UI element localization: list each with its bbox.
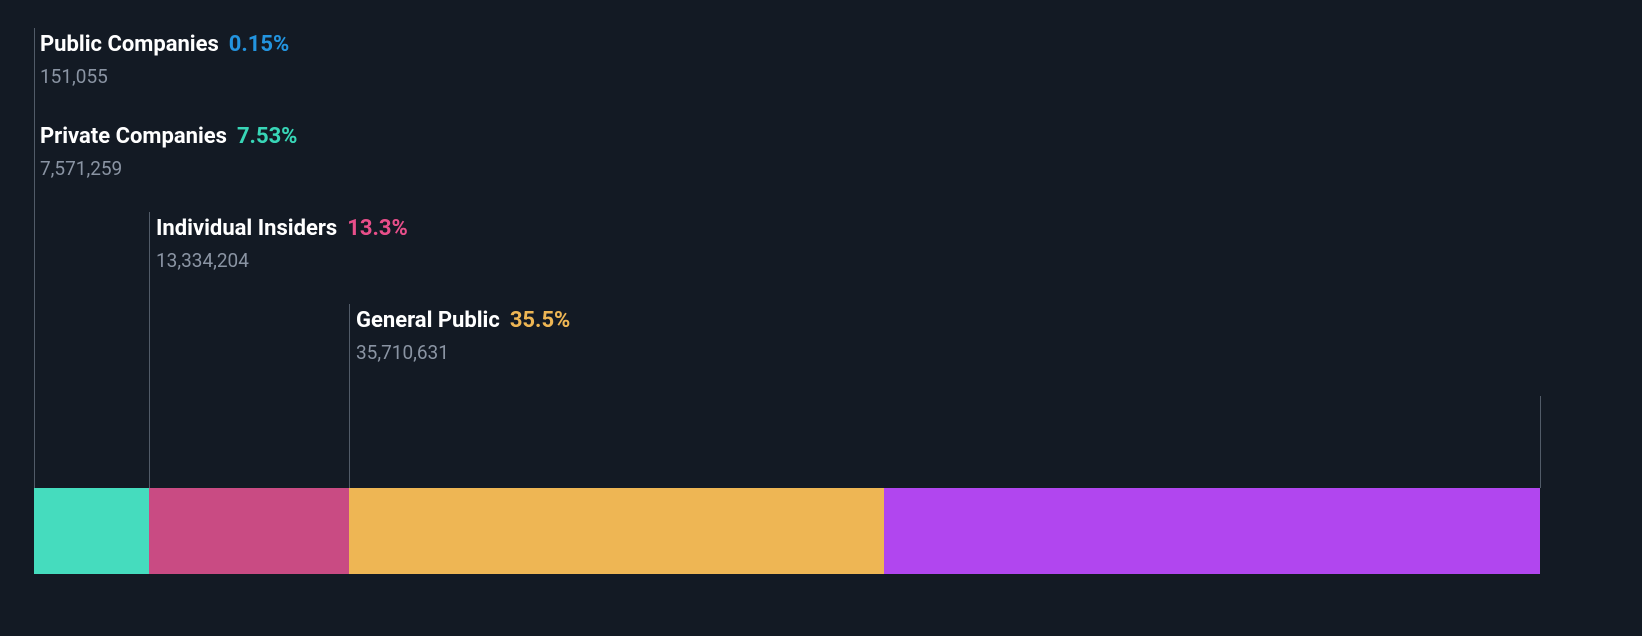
bar-seg-general-public bbox=[349, 488, 884, 574]
label-block: Public Companies 0.15% 151,055 bbox=[40, 32, 289, 88]
segment-label: General Public bbox=[356, 308, 500, 333]
segment-label: Public Companies bbox=[40, 32, 219, 57]
segment-value: 35,710,631 bbox=[356, 341, 570, 364]
leader-line bbox=[349, 304, 350, 488]
ownership-breakdown-chart: Public Companies 0.15% 151,055 Private C… bbox=[0, 0, 1642, 636]
segment-label: Private Companies bbox=[40, 124, 227, 149]
leader-line bbox=[149, 212, 150, 488]
label-block: Individual Insiders 13.3% 13,334,204 bbox=[156, 216, 408, 272]
segment-percent: 13.3% bbox=[347, 216, 408, 241]
segment-percent: 7.53% bbox=[237, 124, 298, 149]
label-block: General Public 35.5% 35,710,631 bbox=[356, 308, 570, 364]
segment-value: 13,334,204 bbox=[156, 249, 408, 272]
bar-seg-institutions bbox=[884, 488, 1540, 574]
bar-seg-individual-insiders bbox=[149, 488, 349, 574]
segment-value: 7,571,259 bbox=[40, 157, 297, 180]
ownership-bar bbox=[34, 488, 1540, 574]
segment-value: 151,055 bbox=[40, 65, 289, 88]
segment-label: Individual Insiders bbox=[156, 216, 337, 241]
leader-line bbox=[34, 28, 35, 488]
leader-line bbox=[1540, 396, 1541, 488]
segment-percent: 35.5% bbox=[510, 308, 571, 333]
label-block: Private Companies 7.53% 7,571,259 bbox=[40, 124, 297, 180]
bar-seg-private-companies bbox=[34, 488, 149, 574]
segment-percent: 0.15% bbox=[229, 32, 290, 57]
